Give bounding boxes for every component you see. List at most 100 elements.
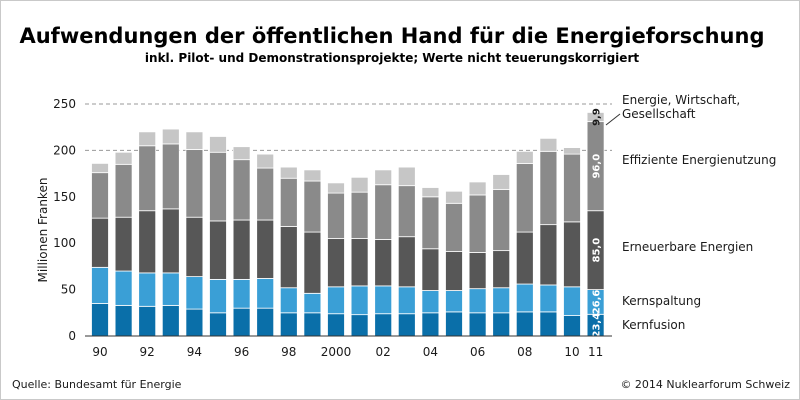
bar-1995-series-2 xyxy=(209,220,227,280)
bar-2003-series-2 xyxy=(397,236,416,288)
x-tick-label-10: 10 xyxy=(564,345,579,359)
bar-1998-series-3 xyxy=(279,177,298,227)
bar-2008-series-1 xyxy=(515,283,534,313)
value-label-2011-series-3: 96,0 xyxy=(592,154,603,179)
y-tick-label-200: 200 xyxy=(53,143,76,157)
bar-1994-series-0 xyxy=(185,308,204,337)
bar-1997-series-1 xyxy=(256,278,275,309)
legend-kernfusion: Kernfusion xyxy=(622,318,685,332)
y-axis-ticks: 0 50 100 150 200 250 xyxy=(53,97,76,343)
value-label-2011-series-0: 23,4 xyxy=(592,313,603,338)
x-tick-label-04: 04 xyxy=(423,345,438,359)
bar-2001-series-0 xyxy=(350,314,369,337)
bar-1999-series-4 xyxy=(303,169,322,182)
bar-2002-series-0 xyxy=(374,313,393,337)
x-tick-label-2000: 2000 xyxy=(321,345,352,359)
bar-2003-series-0 xyxy=(397,313,416,337)
bar-2008-series-3 xyxy=(515,162,534,233)
bar-2002-series-1 xyxy=(374,285,393,315)
bars xyxy=(91,112,605,337)
bar-2010-series-1 xyxy=(563,286,581,316)
bar-1990-series-2 xyxy=(91,217,109,268)
bar-1990-series-3 xyxy=(91,172,109,219)
bar-2009-series-2 xyxy=(539,224,558,286)
bar-2004-series-1 xyxy=(421,290,440,314)
bar-1999-series-1 xyxy=(303,292,322,314)
bar-1990-series-4 xyxy=(91,162,109,174)
bar-2009-series-3 xyxy=(539,150,558,226)
y-tick-label-250: 250 xyxy=(53,97,76,111)
bar-1995-series-3 xyxy=(209,151,227,222)
bar-1992-series-0 xyxy=(138,305,157,337)
bar-1995-series-0 xyxy=(209,312,227,337)
bar-2003-series-1 xyxy=(397,286,416,315)
bar-1991-series-3 xyxy=(114,163,133,218)
bar-1991-series-0 xyxy=(114,304,133,337)
bar-1991-series-4 xyxy=(114,151,133,165)
x-tick-label-08: 08 xyxy=(517,345,532,359)
bar-2000-series-1 xyxy=(327,286,345,315)
bar-1992-series-1 xyxy=(138,272,157,307)
bar-1992-series-2 xyxy=(138,210,157,274)
bar-1998-series-4 xyxy=(279,166,298,179)
bar-2006-series-0 xyxy=(468,312,487,337)
bar-2008-series-4 xyxy=(515,150,534,164)
chart-title: Aufwendungen der öffentlichen Hand für d… xyxy=(19,24,764,48)
bar-1998-series-1 xyxy=(279,287,298,314)
bar-2007-series-3 xyxy=(492,188,511,252)
x-tick-label-11: 11 xyxy=(588,345,603,359)
bar-2010-series-2 xyxy=(563,221,581,288)
bar-2001-series-4 xyxy=(350,176,369,193)
bar-1997-series-3 xyxy=(256,167,275,221)
bar-2005-series-4 xyxy=(445,190,463,204)
y-tick-label-50: 50 xyxy=(61,283,76,297)
bar-2007-series-4 xyxy=(492,174,511,190)
bar-1996-series-3 xyxy=(232,159,251,221)
value-label-2011-series-4: 9,9 xyxy=(592,108,603,126)
bar-2009-series-1 xyxy=(539,284,558,313)
bar-1993-series-0 xyxy=(161,304,180,337)
bar-1996-series-2 xyxy=(232,219,251,280)
x-tick-label-02: 02 xyxy=(376,345,391,359)
bar-1993-series-1 xyxy=(161,272,180,306)
bar-2006-series-3 xyxy=(468,194,487,253)
y-axis-label: Millionen Franken xyxy=(36,178,50,283)
bar-2008-series-2 xyxy=(515,231,534,285)
bar-1992-series-3 xyxy=(138,145,157,212)
bar-1993-series-3 xyxy=(161,143,180,210)
bar-1995-series-1 xyxy=(209,278,227,314)
bar-1994-series-2 xyxy=(185,216,204,278)
x-tick-label-06: 06 xyxy=(470,345,485,359)
bar-2002-series-3 xyxy=(374,184,393,240)
bar-1999-series-2 xyxy=(303,231,322,294)
bar-2006-series-2 xyxy=(468,252,487,290)
bar-2007-series-2 xyxy=(492,250,511,289)
bar-2004-series-0 xyxy=(421,312,440,337)
legend-erneuerbare: Erneuerbare Energien xyxy=(622,240,753,254)
bar-2009-series-4 xyxy=(539,137,558,152)
bar-2010-series-3 xyxy=(563,153,581,223)
legend-energie-wirtschaft-line2: Gesellschaft xyxy=(622,107,696,121)
legend-kernspaltung: Kernspaltung xyxy=(622,294,701,308)
bar-2006-series-4 xyxy=(468,181,487,196)
y-tick-label-150: 150 xyxy=(53,190,76,204)
bar-1990-series-1 xyxy=(91,266,109,304)
bar-2002-series-4 xyxy=(374,169,393,186)
x-tick-label-92: 92 xyxy=(140,345,155,359)
bar-2010-series-0 xyxy=(563,315,581,337)
bar-1994-series-1 xyxy=(185,276,204,310)
bar-1993-series-2 xyxy=(161,208,180,274)
x-tick-label-90: 90 xyxy=(92,345,107,359)
bar-2003-series-3 xyxy=(397,185,416,238)
bar-2010-series-4 xyxy=(563,147,581,155)
bar-2001-series-3 xyxy=(350,191,369,239)
bar-2005-series-0 xyxy=(445,311,463,337)
bar-1993-series-4 xyxy=(161,128,180,145)
bar-2005-series-3 xyxy=(445,202,463,252)
bar-1991-series-2 xyxy=(114,216,133,272)
value-label-2011-series-2: 85,0 xyxy=(592,238,603,263)
bar-1996-series-1 xyxy=(232,278,251,309)
bar-2002-series-2 xyxy=(374,239,393,287)
bar-1994-series-3 xyxy=(185,149,204,218)
